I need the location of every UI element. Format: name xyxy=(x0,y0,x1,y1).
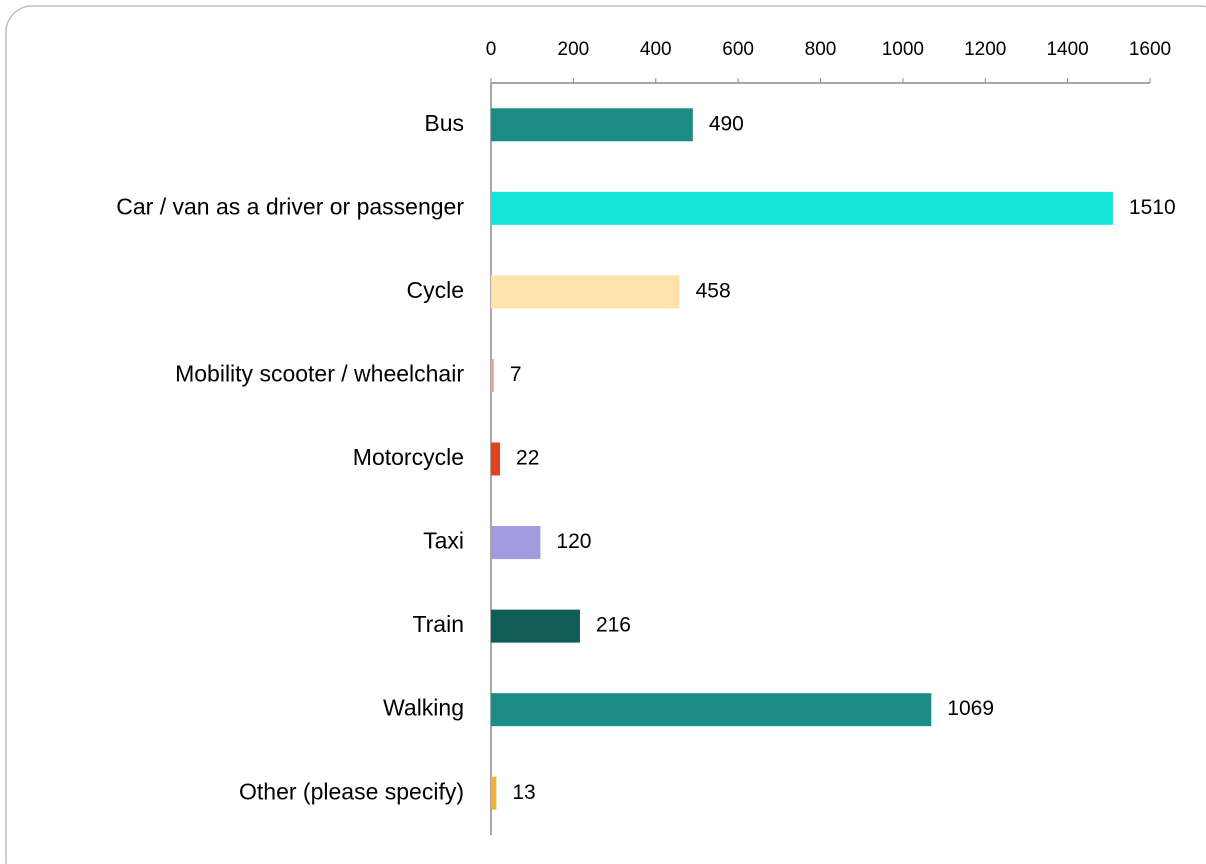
y-tick-label: Car / van as a driver or passenger xyxy=(116,193,464,219)
bar xyxy=(491,191,1113,225)
value-label: 22 xyxy=(516,447,539,470)
x-tick-label: 1400 xyxy=(1046,39,1088,60)
y-tick-label: Other (please specify) xyxy=(239,778,464,804)
bar xyxy=(491,776,497,810)
bar xyxy=(491,526,541,560)
y-tick-label: Walking xyxy=(383,695,464,721)
x-tick-label: 800 xyxy=(805,39,837,60)
bar xyxy=(491,275,680,309)
value-label: 216 xyxy=(596,614,631,637)
x-tick-label: 600 xyxy=(722,39,754,60)
x-tick-label: 0 xyxy=(486,39,497,60)
value-label: 490 xyxy=(709,112,744,135)
y-tick-label: Bus xyxy=(424,110,464,136)
y-tick-label: Taxi xyxy=(423,528,464,554)
value-label: 1069 xyxy=(947,697,994,720)
y-tick-label: Mobility scooter / wheelchair xyxy=(175,361,464,387)
y-tick-label: Train xyxy=(412,611,464,637)
y-tick-label: Cycle xyxy=(406,277,464,303)
x-tick-label: 1000 xyxy=(882,39,924,60)
x-tick-label: 200 xyxy=(558,39,590,60)
value-label: 458 xyxy=(696,279,731,302)
value-label: 120 xyxy=(556,530,591,553)
bar xyxy=(491,693,932,727)
value-label: 1510 xyxy=(1129,196,1176,219)
value-label: 7 xyxy=(510,363,522,386)
bar xyxy=(491,358,494,392)
x-tick-label: 1600 xyxy=(1129,39,1171,60)
y-tick-label: Motorcycle xyxy=(353,444,464,470)
value-label: 13 xyxy=(512,781,535,804)
bar xyxy=(491,108,693,142)
bar xyxy=(491,442,501,476)
x-tick-label: 400 xyxy=(640,39,672,60)
bar xyxy=(491,609,580,643)
x-tick-label: 1200 xyxy=(964,39,1006,60)
